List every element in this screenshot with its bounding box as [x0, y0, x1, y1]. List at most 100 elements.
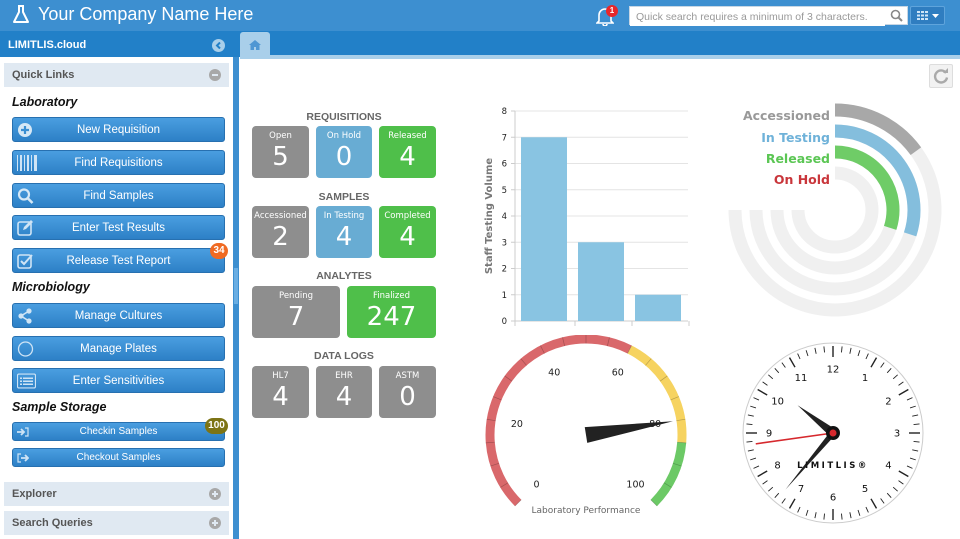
search-icon[interactable] — [890, 9, 903, 22]
collapse-minus-icon[interactable] — [209, 69, 221, 81]
svg-text:6: 6 — [502, 160, 507, 170]
tile-datalogs-astm[interactable]: ASTM 0 — [379, 366, 436, 418]
bar[interactable] — [635, 294, 681, 321]
panel-label: Search Queries — [12, 517, 93, 529]
find-samples-button[interactable]: Find Samples — [12, 183, 225, 208]
section-laboratory: Laboratory — [12, 95, 78, 109]
tile-label: ASTM — [395, 371, 420, 381]
svg-text:1: 1 — [862, 373, 868, 384]
svg-text:6: 6 — [830, 493, 836, 504]
sign-in-icon — [17, 426, 29, 437]
manage-plates-button[interactable]: Manage Plates — [12, 336, 225, 361]
chevron-left-icon — [215, 42, 221, 49]
search-icon — [17, 187, 34, 204]
tile-analytes-pending[interactable]: Pending 7 — [252, 286, 340, 338]
svg-text:2: 2 — [502, 265, 507, 275]
bar[interactable] — [578, 242, 624, 321]
requisitions-title: REQUISITIONS — [306, 111, 382, 123]
button-label: Enter Test Results — [71, 221, 166, 234]
tile-requisitions-on-hold[interactable]: On Hold 0 — [316, 126, 372, 178]
flask-icon — [13, 5, 29, 23]
expand-plus-icon[interactable] — [209, 517, 221, 529]
enter-test-results-button[interactable]: Enter Test Results — [12, 215, 225, 240]
svg-text:8: 8 — [502, 107, 507, 117]
button-label: Enter Sensitivities — [72, 374, 165, 387]
tab-home[interactable] — [240, 32, 270, 58]
radial-label-on-hold: On Hold — [774, 172, 830, 187]
button-label: Manage Plates — [80, 342, 157, 355]
tile-value: 4 — [399, 142, 416, 172]
laboratory-performance-gauge: 020406080100 Laboratory Performance — [485, 335, 687, 516]
sign-out-icon — [17, 452, 29, 463]
tile-datalogs-hl7[interactable]: HL7 4 — [252, 366, 309, 418]
samples-title: SAMPLES — [318, 191, 370, 203]
section-sample-storage: Sample Storage — [12, 400, 107, 414]
tile-label: On Hold — [326, 131, 362, 141]
checkin-count-badge: 100 — [205, 418, 228, 434]
svg-text:9: 9 — [766, 429, 772, 440]
svg-text:0: 0 — [502, 317, 507, 327]
search-input[interactable] — [630, 8, 885, 26]
release-test-report-button[interactable]: Release Test Report — [12, 248, 225, 273]
splitter-handle[interactable] — [234, 268, 238, 304]
button-label: Manage Cultures — [74, 309, 163, 322]
svg-text:4: 4 — [502, 212, 507, 222]
plus-circle-icon — [18, 122, 32, 137]
tab-strip-underline — [240, 55, 960, 59]
checkout-samples-button[interactable]: Checkout Samples — [12, 448, 225, 467]
tile-label: Pending — [279, 291, 313, 301]
grid-icon — [916, 11, 928, 20]
tile-value: 4 — [272, 382, 289, 412]
bar[interactable] — [521, 137, 567, 321]
tile-samples-completed[interactable]: Completed 4 — [379, 206, 436, 258]
edit-icon — [17, 219, 33, 236]
tile-label: Open — [269, 131, 292, 141]
panel-explorer[interactable]: Explorer — [4, 482, 229, 506]
checkbox-icon — [17, 253, 33, 269]
collapse-sidebar-button[interactable] — [212, 39, 225, 52]
apps-menu-button[interactable] — [910, 6, 945, 25]
panel-search-queries[interactable]: Search Queries — [4, 511, 229, 535]
svg-text:5: 5 — [502, 186, 507, 196]
svg-text:60: 60 — [612, 368, 624, 379]
svg-text:8: 8 — [774, 461, 780, 472]
tile-samples-accessioned[interactable]: Accessioned 2 — [252, 206, 309, 258]
svg-text:5: 5 — [862, 484, 868, 495]
tile-samples-in-testing[interactable]: In Testing 4 — [316, 206, 372, 258]
new-requisition-button[interactable]: New Requisition — [12, 117, 225, 142]
home-icon — [249, 40, 261, 50]
svg-text:20: 20 — [511, 419, 523, 430]
tile-datalogs-ehr[interactable]: EHR 4 — [316, 366, 372, 418]
radial-label-accessioned: Accessioned — [743, 108, 830, 123]
svg-text:100: 100 — [626, 479, 644, 490]
tile-label: Accessioned — [254, 211, 307, 221]
find-requisitions-button[interactable]: Find Requisitions — [12, 150, 225, 175]
tile-label: Completed — [384, 211, 431, 221]
sub-header — [0, 31, 960, 57]
checkin-samples-button[interactable]: Checkin Samples — [12, 422, 225, 441]
radial-label-released: Released — [766, 151, 830, 166]
tile-requisitions-open[interactable]: Open 5 — [252, 126, 309, 178]
svg-text:40: 40 — [548, 368, 560, 379]
refresh-button[interactable] — [929, 64, 953, 88]
brand[interactable]: Your Company Name Here — [12, 4, 253, 25]
tile-requisitions-released[interactable]: Released 4 — [379, 126, 436, 178]
barcode-icon — [17, 154, 37, 171]
manage-cultures-button[interactable]: Manage Cultures — [12, 303, 225, 328]
svg-text:4: 4 — [885, 461, 891, 472]
button-label: New Requisition — [76, 123, 161, 136]
caret-down-icon — [931, 13, 939, 18]
list-icon — [17, 373, 36, 388]
expand-plus-icon[interactable] — [209, 488, 221, 500]
radial-bar[interactable] — [834, 103, 922, 156]
button-label: Find Samples — [83, 189, 154, 202]
radial-bar[interactable] — [834, 145, 900, 230]
panel-quick-links[interactable]: Quick Links — [4, 63, 229, 87]
tile-analytes-finalized[interactable]: Finalized 247 — [347, 286, 436, 338]
tile-value: 7 — [287, 302, 305, 332]
enter-sensitivities-button[interactable]: Enter Sensitivities — [12, 368, 225, 393]
tile-value: 5 — [272, 142, 289, 172]
radial-bar[interactable] — [834, 124, 921, 237]
refresh-icon — [933, 68, 949, 84]
